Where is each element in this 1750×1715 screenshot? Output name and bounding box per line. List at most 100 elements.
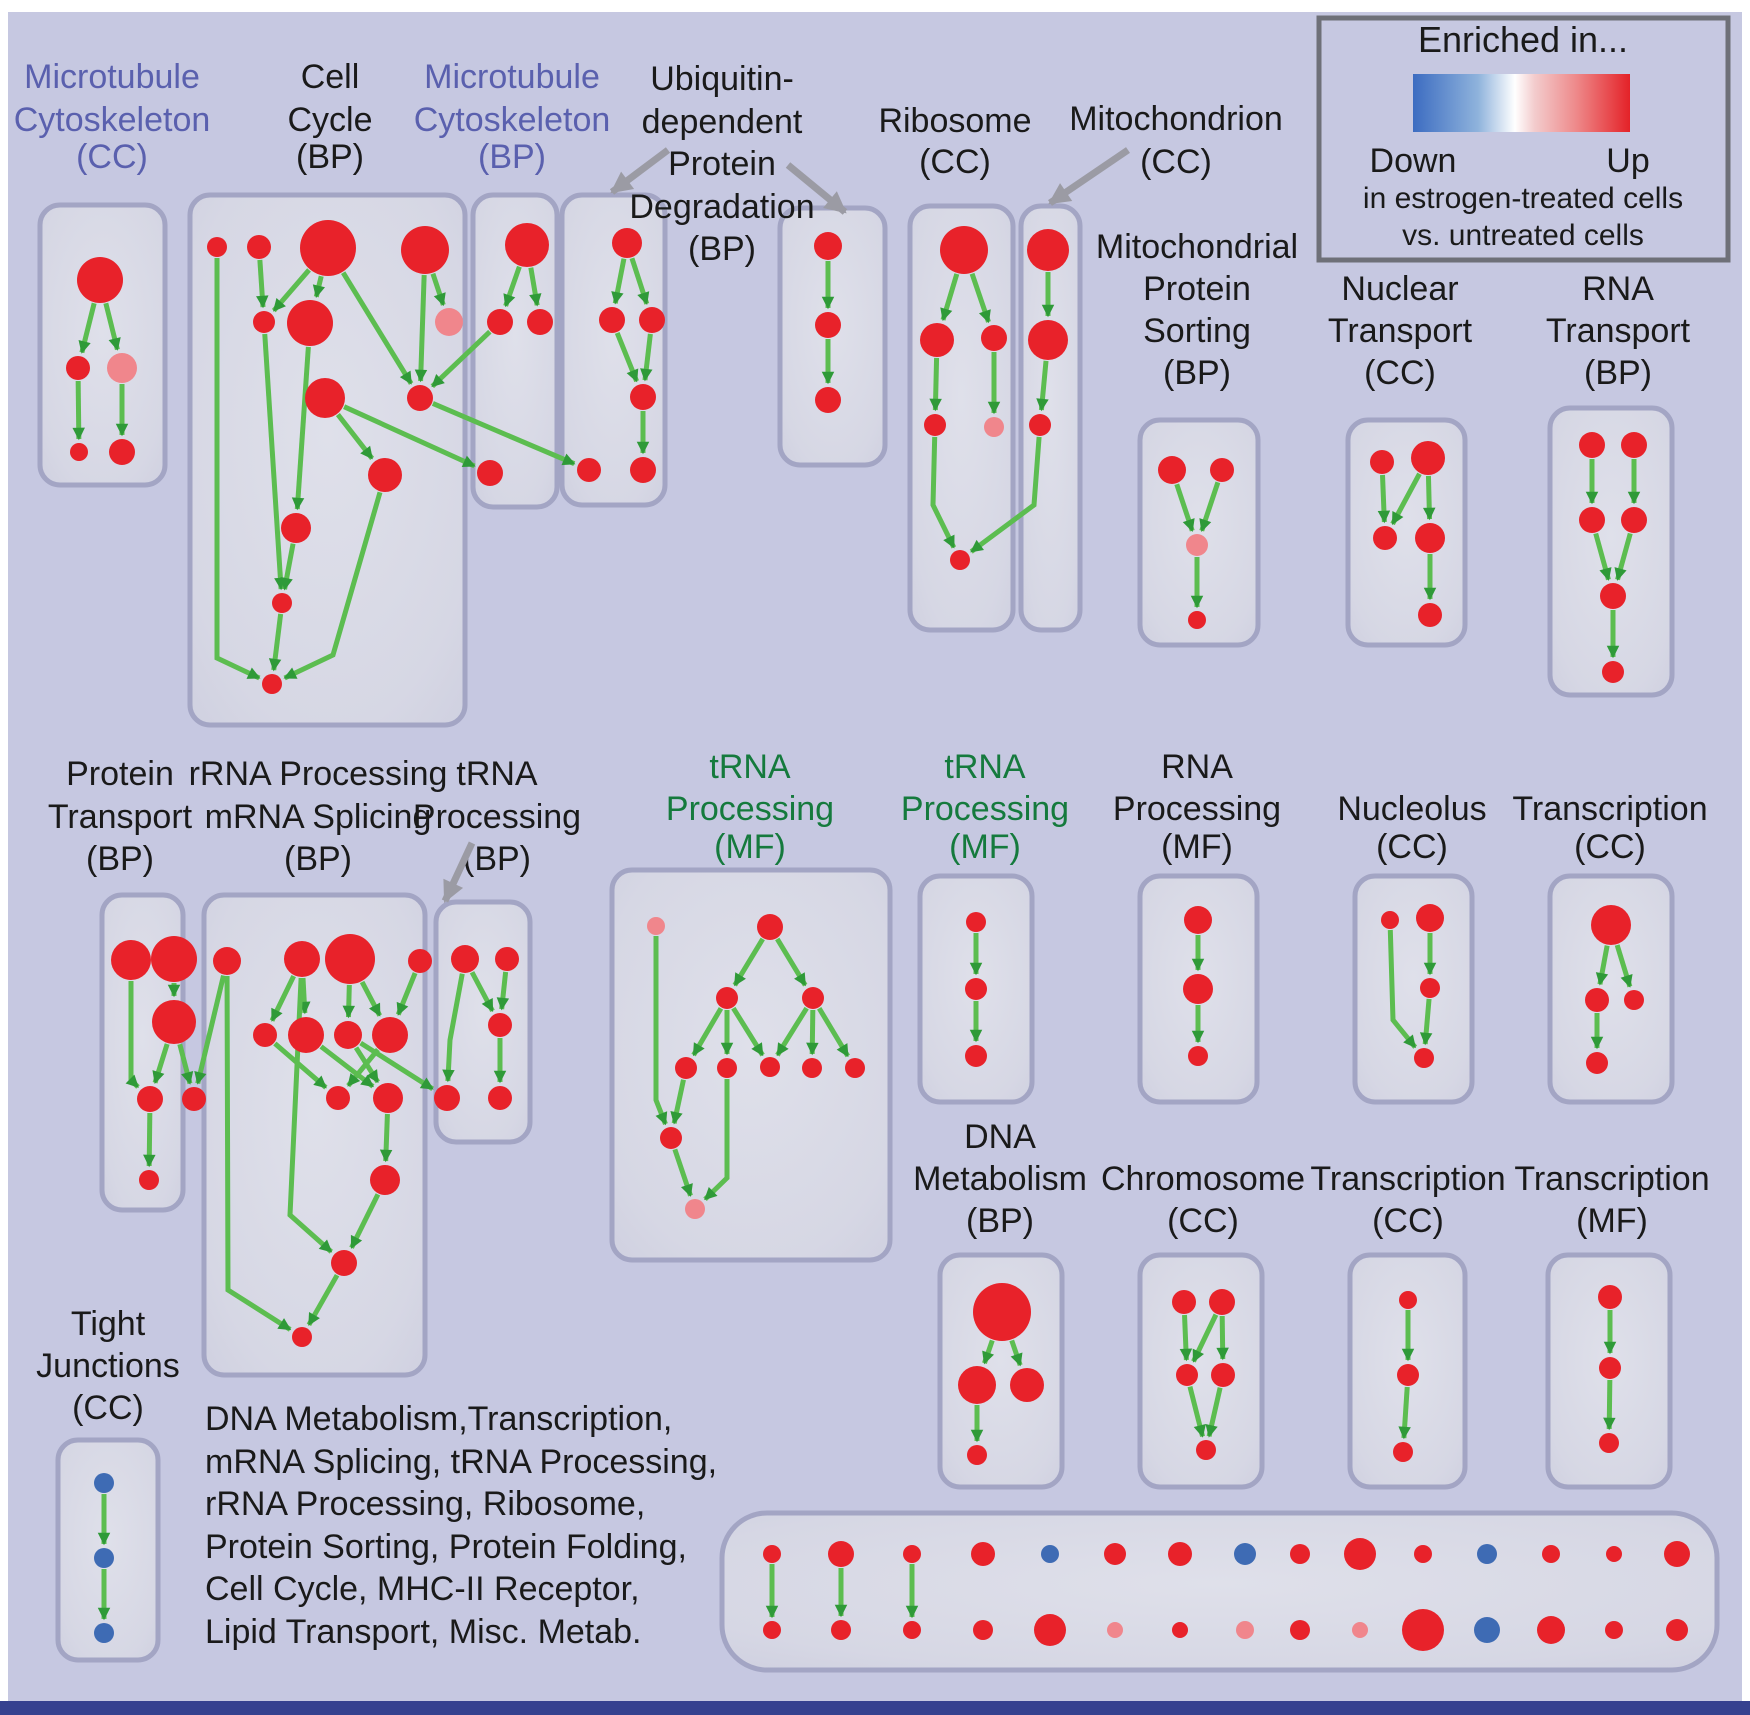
cluster-label-rrna: rRNA Processing mRNA Splicing (BP): [189, 755, 448, 878]
cluster-label-line: Protein: [668, 145, 776, 183]
go-term-node-cc-n7: [435, 308, 463, 336]
go-term-node-tcc3-x2: [1397, 1364, 1419, 1386]
go-term-node-ribo-r4: [924, 414, 946, 436]
enrichment-edge: [640, 333, 653, 382]
enrichment-edge: [614, 332, 639, 383]
go-term-node-trnamf1-g2: [757, 914, 783, 940]
go-term-node-trnamf1-g5: [675, 1057, 697, 1079]
go-term-node-mtcc-c: [107, 353, 137, 383]
enrichment-edge: [442, 973, 465, 1083]
enrichment-edge: [930, 436, 957, 549]
cluster-label-line: Transport: [1546, 312, 1691, 350]
enrichment-edge: [353, 1046, 380, 1084]
misc-node-bottom-2: [831, 1620, 851, 1640]
go-term-node-tj-z1: [94, 1473, 114, 1493]
cluster-label-line: DNA: [964, 1118, 1036, 1156]
cluster-label-line: Nucleolus: [1337, 790, 1486, 828]
go-term-node-trnamf1-g7: [760, 1057, 780, 1077]
go-term-node-ubA-u5: [577, 458, 601, 482]
cluster-label-line: (CC): [1372, 1202, 1444, 1240]
enrichment-edge: [283, 491, 383, 681]
cluster-label-chrom: Chromosome (CC): [1101, 1160, 1305, 1240]
cluster-label-line: Protein: [66, 755, 174, 793]
cluster-label-nucl: Nucleolus(CC): [1337, 790, 1486, 866]
misc-node-bottom-3: [903, 1621, 921, 1639]
go-term-node-chrom-c3: [1176, 1364, 1198, 1386]
cluster-label-line: Junctions: [36, 1347, 180, 1385]
cluster-label-line: (MF): [1161, 828, 1233, 866]
go-term-node-mtbp-m3: [527, 309, 553, 335]
go-term-node-cc-n8: [305, 378, 345, 418]
enrichment-edge: [982, 1339, 995, 1365]
enrichment-edge: [703, 1079, 730, 1202]
cluster-label-line: Ribosome: [878, 102, 1031, 140]
misc-terms-text-line: Cell Cycle, MHC-II Receptor,: [205, 1570, 640, 1608]
cluster-label-line: Microtubule: [24, 58, 200, 96]
cluster-label-line: Cell: [301, 58, 360, 96]
cluster-label-line: Transport: [1328, 312, 1473, 350]
go-term-node-mito-k2: [1028, 320, 1068, 360]
misc-terms-text-line: DNA Metabolism,Transcription,: [205, 1400, 672, 1438]
enrichment-edge: [78, 302, 97, 354]
enrichment-edge: [312, 275, 326, 298]
enrichment-edge: [1422, 475, 1436, 521]
go-term-node-tmf-y2: [1599, 1357, 1621, 1379]
enrichment-edge: [1595, 945, 1610, 986]
enrichment-edge: [496, 971, 510, 1011]
go-term-node-cc-n6: [287, 300, 333, 346]
cluster-box-mito: [1018, 203, 1083, 633]
legend-subtitle-line2: vs. untreated cells: [1402, 219, 1644, 252]
go-term-node-trnabp-w4: [434, 1085, 460, 1111]
enrichment-edge: [379, 1113, 393, 1163]
cluster-label-line: Transcription: [1514, 1160, 1709, 1198]
go-term-node-cc-n5: [253, 311, 275, 333]
go-term-node-chrom-c2: [1209, 1289, 1235, 1315]
enrichment-edge: [262, 333, 287, 591]
cluster-label-line: Transport: [48, 798, 193, 836]
nodes: [66, 220, 1647, 1643]
go-term-node-tj-z3: [94, 1623, 114, 1643]
enrichment-edge: [177, 1043, 194, 1085]
go-term-node-trnamf1-g11: [685, 1199, 705, 1219]
enrichment-edge: [335, 413, 375, 460]
go-term-node-tcc2-f1: [1591, 905, 1631, 945]
cluster-box-nucl: [1352, 873, 1475, 1105]
legend-down-label: Down: [1370, 142, 1457, 180]
go-term-node-nuct-t4: [1415, 523, 1445, 553]
cluster-label-line: (BP): [688, 230, 756, 268]
go-term-node-tcc3-x3: [1393, 1442, 1413, 1462]
go-term-node-trnabp-w1: [451, 945, 479, 973]
go-term-node-trnamf2-h1: [966, 912, 986, 932]
cluster-label-line: (MF): [1576, 1202, 1648, 1240]
go-term-node-trnamf2-h3: [965, 1045, 987, 1067]
go-term-node-trnamf1-g8: [802, 1058, 822, 1078]
go-term-node-rrna-q11: [370, 1165, 400, 1195]
enrichment-edge: [1179, 1314, 1193, 1362]
cluster-label-line: Cycle: [287, 101, 372, 139]
go-term-node-trnabp-w5: [488, 1086, 512, 1110]
enrichment-edge: [629, 257, 650, 306]
go-term-node-rnap-j2: [1183, 974, 1213, 1004]
go-term-node-mtbp-m4: [477, 460, 503, 486]
go-term-node-rrna-q4: [408, 949, 432, 973]
misc-node-top-12: [1477, 1544, 1497, 1564]
cluster-label-tj: Tight Junctions (CC): [36, 1305, 180, 1427]
go-term-node-ribo-r6: [950, 550, 970, 570]
misc-node-bottom-8: [1236, 1621, 1254, 1639]
go-term-node-rnap-j3: [1188, 1046, 1208, 1066]
go-term-node-rnat-v6: [1602, 661, 1624, 683]
go-term-node-dnam-d2: [958, 1366, 996, 1404]
go-term-node-rnat-v4: [1621, 507, 1647, 533]
enrichment-edge: [72, 380, 85, 441]
cluster-label-line: Nuclear: [1341, 270, 1458, 308]
figure-bottom-border: [0, 1701, 1750, 1715]
go-term-node-nuct-t1: [1370, 450, 1394, 474]
go-term-node-rrna-q1: [213, 947, 241, 975]
enrichment-edge: [269, 974, 296, 1022]
go-term-node-trnamf1-g1: [647, 917, 665, 935]
legend-box: [1316, 15, 1731, 263]
cluster-label-line: (CC): [72, 1389, 144, 1427]
misc-node-top-10: [1344, 1538, 1376, 1570]
go-term-node-rnat-v2: [1621, 432, 1647, 458]
cluster-label-line: Cytoskeleton: [414, 101, 611, 139]
